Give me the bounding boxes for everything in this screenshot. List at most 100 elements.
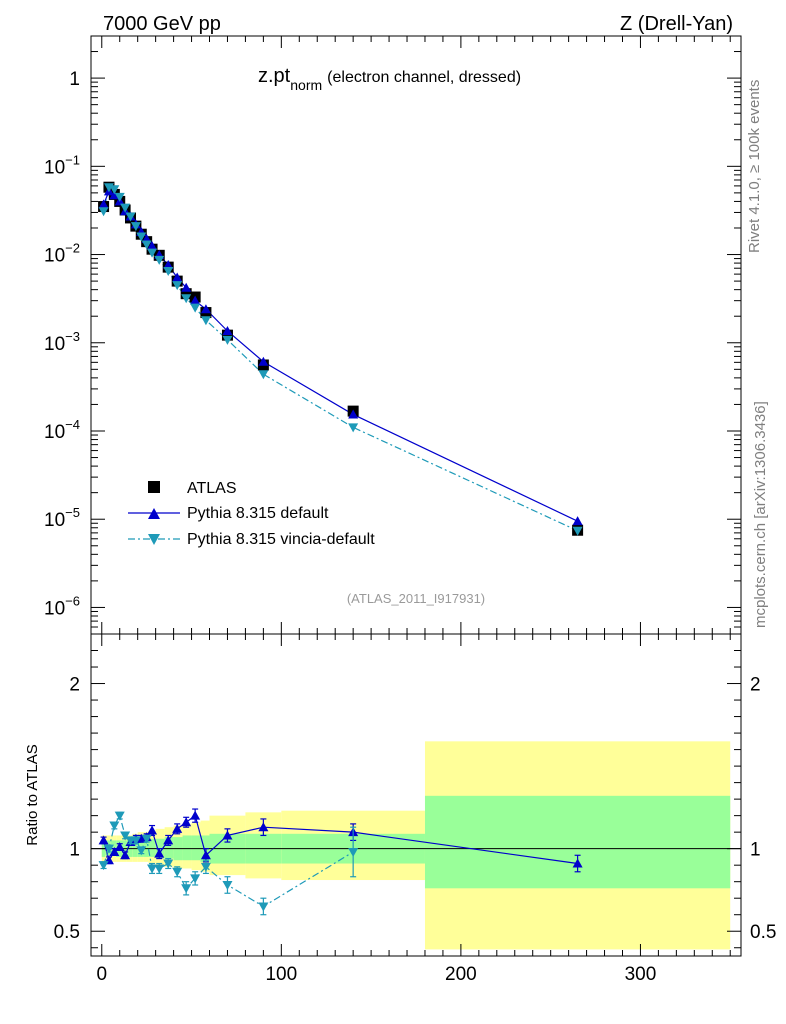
ratio-series [98, 808, 583, 916]
vincia-point [114, 192, 125, 202]
legend-marker-atlas [148, 481, 160, 493]
x-tick-100: 100 [265, 964, 297, 985]
ratio-frame [90, 633, 742, 957]
vincia-line [102, 186, 578, 532]
vincia-point [163, 267, 174, 277]
legend-marker-default [148, 508, 160, 519]
ratio-vincia-point [120, 831, 131, 841]
title-sub: norm [290, 77, 322, 93]
ratio-vincia-point [109, 821, 120, 831]
vincia-point [190, 303, 201, 313]
default-point [109, 190, 120, 200]
ratio-default-point [190, 810, 201, 820]
default-point [147, 240, 158, 250]
ratio-default-point [222, 830, 233, 840]
mcplots-label: mcplots.cern.ch [arXiv:1306.3436] [752, 401, 769, 628]
ratio-vincia-point [154, 864, 165, 874]
vincia-point [141, 240, 152, 250]
vincia-point [172, 281, 183, 291]
ratio-y-tick-0.5: 0.5 [54, 922, 80, 943]
ratio-band-stat [182, 835, 192, 861]
ratio-vincia-point [136, 846, 147, 856]
vincia-point [130, 222, 141, 232]
vincia-point [348, 423, 359, 433]
default-point [98, 199, 109, 209]
main-y-tick-label: 10−1 [44, 152, 80, 178]
atlas-point [180, 288, 192, 300]
main-y-tick-label: 10−5 [44, 505, 80, 531]
vincia-point [154, 255, 165, 265]
vincia-point [222, 335, 233, 345]
ratio-vincia-point [163, 859, 174, 869]
main-y-tick-label: 10−4 [44, 417, 80, 443]
ratio-ticks [91, 634, 741, 956]
default-point [258, 356, 269, 366]
vincia-point [258, 370, 269, 380]
vincia-point [200, 316, 211, 326]
main-y-tick-label: 1 [69, 69, 80, 90]
vincia-point [125, 212, 136, 222]
vincia-point [136, 232, 147, 242]
main-y-tick-label: 10−6 [44, 593, 80, 619]
main-y-tick-label: 10−2 [44, 241, 80, 267]
header-right: Z (Drell-Yan) [620, 13, 733, 35]
header-left: 7000 GeV pp [103, 13, 221, 35]
ratio-vincia-point [114, 811, 125, 821]
ratio-vincia-point [103, 844, 114, 854]
x-tick-200: 200 [445, 964, 477, 985]
ratio-vincia-point [181, 884, 192, 894]
ratio-y-axis-label: Ratio to ATLAS [24, 744, 41, 845]
atlas-point [221, 329, 233, 341]
ratio-bands [101, 741, 731, 950]
ratio-y-tick-right-1: 1 [750, 840, 761, 861]
vincia-point [181, 294, 192, 304]
ratio-default-point [109, 846, 120, 856]
title-rest: (electron channel, dressed) [327, 69, 521, 86]
ratio-band-stat [164, 837, 174, 859]
ratio-band-stat [191, 835, 201, 861]
ratio-vincia-point [130, 836, 141, 846]
vincia-point [147, 248, 158, 258]
main-y-tick-labels: 10−6 10−5 10−4 10−3 10−2 10−1 1 [44, 69, 80, 619]
ratio-default-point [147, 825, 158, 835]
ratio-y-tick-2: 2 [69, 675, 80, 696]
ratio-default-point [172, 823, 183, 833]
title-main: z.pt [258, 65, 291, 87]
default-point [190, 295, 201, 305]
ratio-default-point [258, 822, 269, 832]
rivet-label: Rivet 4.1.0, ≥ 100k events [746, 80, 763, 253]
ratio-default-point [572, 858, 583, 868]
main-y-tick-label: 10−3 [44, 329, 80, 355]
legend-label-default: Pythia 8.315 default [187, 505, 329, 522]
ratio-vincia-point [190, 874, 201, 884]
default-line [103, 190, 578, 522]
ratio-vincia-point [98, 861, 109, 871]
default-point [348, 409, 359, 419]
ratio-y-tick-right-2: 2 [750, 675, 761, 696]
ratio-default-point [120, 850, 131, 860]
vincia-point [98, 207, 109, 217]
ratio-default-point [114, 842, 125, 852]
ratio-vincia-point [172, 867, 183, 877]
ratio-y-tick-1: 1 [69, 840, 80, 861]
ratio-default-point [181, 817, 192, 827]
default-point [181, 282, 192, 292]
legend-label-vincia: Pythia 8.315 vincia-default [187, 531, 375, 548]
ratio-vincia-point [258, 902, 269, 912]
ratio-band-stat [424, 795, 731, 889]
x-tick-300: 300 [625, 964, 657, 985]
ratio-y-tick-right-0.5: 0.5 [750, 922, 776, 943]
ratio-vincia-point [147, 864, 158, 874]
vincia-point [109, 185, 120, 195]
main-series [98, 181, 584, 536]
default-point [222, 325, 233, 335]
ratio-vincia-point [222, 880, 233, 890]
x-tick-0: 0 [96, 964, 107, 985]
ratio-vincia-point [200, 862, 211, 872]
default-point [572, 516, 583, 526]
legend-label-atlas: ATLAS [187, 480, 237, 497]
ratio-band-stat [110, 840, 117, 856]
ratio-vincia-point [348, 847, 359, 857]
ratio-default-point [98, 835, 109, 845]
